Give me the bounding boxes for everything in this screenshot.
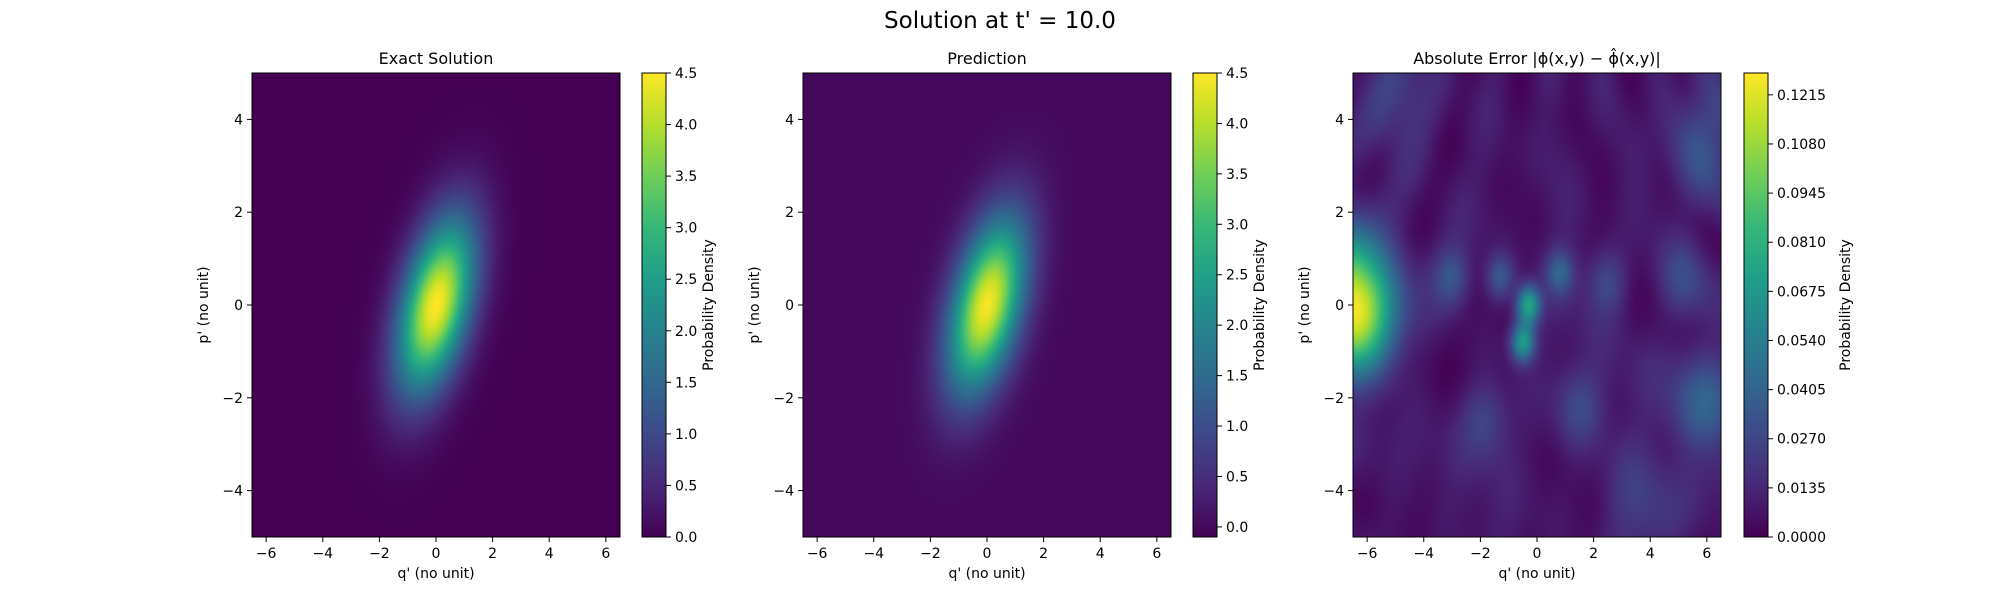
x-tick-label: −4 <box>312 546 333 562</box>
colorbar-tick-label: 0.5 <box>675 478 697 494</box>
panel-title: Absolute Error |ϕ(x,y) − ϕ̂(x,y)| <box>1413 48 1661 68</box>
colorbar-tick-label: 0.0810 <box>1777 235 1826 251</box>
x-tick-label: 6 <box>601 546 610 562</box>
colorbar-tick-label: 2.5 <box>675 272 697 288</box>
colorbar-tick-label: 0.0270 <box>1777 432 1826 448</box>
colorbar <box>641 72 667 538</box>
y-tick-label: −4 <box>773 484 794 500</box>
colorbar-label: Probability Density <box>1252 239 1268 371</box>
y-tick-label: 0 <box>1335 298 1344 314</box>
y-tick-label: 4 <box>1335 112 1344 128</box>
colorbar-tick-label: 3.0 <box>675 221 697 237</box>
colorbar-tick-label: 4.0 <box>675 118 697 134</box>
colorbar-tick-label: 0.1080 <box>1777 137 1826 153</box>
x-tick-label: 2 <box>1039 546 1048 562</box>
y-tick-label: 4 <box>234 112 243 128</box>
colorbar-tick-label: 4.5 <box>1226 66 1248 82</box>
colorbar-label: Probability Density <box>1838 239 1854 371</box>
y-tick-label: −2 <box>1323 391 1344 407</box>
colorbar-tick-label: 0.0 <box>1226 520 1248 536</box>
y-tick-label: 2 <box>234 205 243 221</box>
colorbar-tick-label: 1.0 <box>1226 419 1248 435</box>
x-tick-label: 2 <box>488 546 497 562</box>
colorbar-label: Probability Density <box>701 239 717 371</box>
colorbar-tick-label: 1.5 <box>675 375 697 391</box>
panel-absolute-error: Absolute Error |ϕ(x,y) − ϕ̂(x,y)| −6 −4 −2 0… <box>1297 48 1854 582</box>
x-axis-label: q' (no unit) <box>948 566 1025 582</box>
x-tick-label: 4 <box>1096 546 1105 562</box>
colorbar-tick-label: 0.0135 <box>1777 481 1826 497</box>
x-tick-label: −6 <box>1357 546 1378 562</box>
panel-prediction: Prediction −6 −4 −2 0 2 4 6 q' (no unit) −4 −2 0 2 4 p… <box>747 49 1268 582</box>
x-tick-label: −2 <box>369 546 390 562</box>
y-tick-label: 2 <box>1335 205 1344 221</box>
y-axis-label: p' (no unit) <box>196 266 212 343</box>
colorbar-tick-label: 3.5 <box>1226 167 1248 183</box>
colorbar-tick-label: 4.0 <box>1226 116 1248 132</box>
y-tick-label: 4 <box>785 112 794 128</box>
x-tick-label: 6 <box>1702 546 1711 562</box>
heatmap-image <box>1353 73 1721 537</box>
colorbar-tick-label: 0.5 <box>1226 469 1248 485</box>
colorbar-tick-label: 3.5 <box>675 169 697 185</box>
colorbar-tick-label: 1.0 <box>675 427 697 443</box>
x-tick-label: 0 <box>432 546 441 562</box>
colorbar-tick-label: 2.0 <box>1226 318 1248 334</box>
x-tick-label: −6 <box>807 546 828 562</box>
y-tick-label: 0 <box>785 298 794 314</box>
x-axis-label: q' (no unit) <box>1498 566 1575 582</box>
x-tick-label: 4 <box>545 546 554 562</box>
y-tick-label: −2 <box>773 391 794 407</box>
colorbar-tick-label: 4.5 <box>675 66 697 82</box>
panel-title: Prediction <box>947 49 1026 68</box>
colorbar-tick-label: 0.0000 <box>1777 530 1826 546</box>
x-tick-label: −2 <box>920 546 941 562</box>
x-tick-label: 0 <box>1533 546 1542 562</box>
colorbar-tick-label: 0.0540 <box>1777 333 1826 349</box>
panel-title: Exact Solution <box>379 49 494 68</box>
y-tick-label: 0 <box>234 298 243 314</box>
x-tick-label: −4 <box>1413 546 1434 562</box>
x-tick-label: −6 <box>256 546 277 562</box>
colorbar-tick-label: 3.0 <box>1226 217 1248 233</box>
y-tick-label: 2 <box>785 205 794 221</box>
y-axis-label: p' (no unit) <box>747 266 763 343</box>
y-axis-label: p' (no unit) <box>1297 266 1313 343</box>
x-tick-label: −4 <box>863 546 884 562</box>
colorbar <box>1743 72 1769 538</box>
x-tick-label: 2 <box>1589 546 1598 562</box>
colorbar-tick-label: 0.0675 <box>1777 284 1826 300</box>
heatmap-image <box>252 73 620 537</box>
x-tick-label: −2 <box>1470 546 1491 562</box>
y-tick-label: −4 <box>222 484 243 500</box>
figure-title: Solution at t' = 10.0 <box>884 8 1116 34</box>
colorbar <box>1192 72 1218 538</box>
y-tick-label: −2 <box>222 391 243 407</box>
y-tick-label: −4 <box>1323 484 1344 500</box>
colorbar-tick-label: 0.0 <box>675 530 697 546</box>
panel-exact-solution: Exact Solution −6 −4 −2 0 2 4 6 q' (no unit) −4 −2… <box>196 49 717 582</box>
colorbar-tick-label: 2.5 <box>1226 268 1248 284</box>
colorbar-tick-label: 0.0945 <box>1777 186 1826 202</box>
colorbar-tick-label: 1.5 <box>1226 369 1248 385</box>
heatmap-image <box>803 73 1171 537</box>
colorbar-tick-label: 0.0405 <box>1777 383 1826 399</box>
x-axis-label: q' (no unit) <box>397 566 474 582</box>
x-tick-label: 0 <box>983 546 992 562</box>
x-tick-label: 6 <box>1152 546 1161 562</box>
colorbar-tick-label: 0.1215 <box>1777 88 1826 104</box>
colorbar-tick-label: 2.0 <box>675 324 697 340</box>
x-tick-label: 4 <box>1646 546 1655 562</box>
